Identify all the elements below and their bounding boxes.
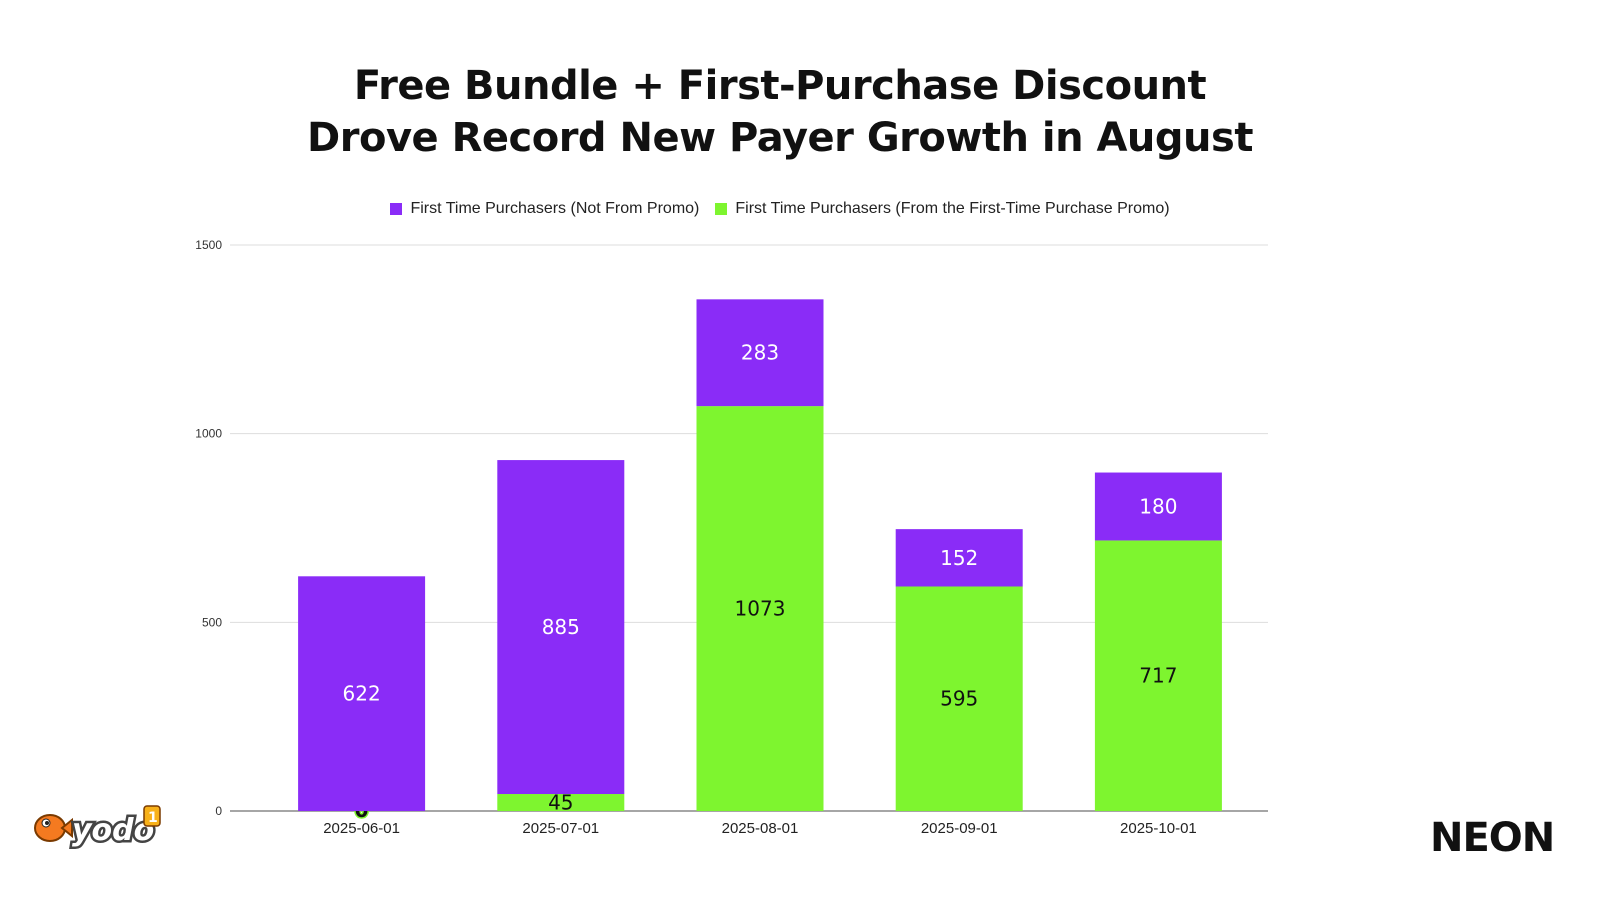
y-tick-label: 1500 [195, 238, 222, 252]
legend-item-from-promo: First Time Purchasers (From the First-Ti… [715, 200, 1170, 218]
data-label-not-from-promo: 283 [741, 341, 779, 365]
legend-swatch-not-from-promo [390, 203, 403, 215]
bar-from-promo [1094, 540, 1222, 811]
bar-not-from-promo [895, 529, 1023, 587]
neon-logo: NEON [1430, 815, 1555, 860]
bar-not-from-promo [298, 576, 426, 811]
x-tick-label: 2025-08-01 [722, 820, 799, 837]
data-label-from-promo: 45 [548, 791, 573, 815]
y-tick-label: 500 [202, 615, 222, 629]
data-label-from-promo: 1073 [735, 597, 786, 621]
data-label-not-from-promo: 152 [940, 546, 978, 570]
data-label-not-from-promo: 885 [542, 615, 580, 639]
x-tick-label: 2025-07-01 [522, 820, 599, 837]
bar-from-promo [497, 794, 625, 811]
svg-text:yodo: yodo [72, 813, 154, 848]
chart-legend: First Time Purchasers (Not From Promo) F… [0, 200, 1560, 218]
x-tick-label: 2025-09-01 [921, 820, 998, 837]
bar-not-from-promo [696, 299, 824, 407]
x-tick-label: 2025-06-01 [323, 820, 400, 837]
data-label-from-promo: 717 [1139, 664, 1177, 688]
x-tick-label: 2025-10-01 [1120, 820, 1197, 837]
bar-from-promo [696, 406, 824, 811]
chart-title-line-1: Free Bundle + First-Purchase Discount [353, 63, 1207, 109]
bar-not-from-promo [497, 460, 625, 795]
chart-title: Free Bundle + First-Purchase Discount Dr… [0, 60, 1560, 164]
y-tick-label: 1000 [195, 427, 222, 441]
data-label-not-from-promo: 622 [343, 682, 381, 706]
bar-from-promo [895, 586, 1023, 811]
y-tick-label: 0 [215, 804, 222, 818]
bar-not-from-promo [1094, 472, 1222, 541]
data-label-not-from-promo: 180 [1139, 494, 1177, 518]
yodo1-logo: yodo 1 [34, 805, 161, 851]
legend-item-not-from-promo: First Time Purchasers (Not From Promo) [390, 200, 699, 218]
legend-label-not-from-promo: First Time Purchasers (Not From Promo) [410, 200, 700, 217]
chart-title-line-2: Drove Record New Payer Growth in August [307, 115, 1253, 161]
legend-label-from-promo: First Time Purchasers (From the First-Ti… [735, 200, 1170, 217]
data-label-from-promo: 595 [940, 687, 978, 711]
svg-text:1: 1 [148, 810, 158, 826]
legend-swatch-from-promo [715, 203, 728, 215]
svg-text:NEON: NEON [1430, 815, 1554, 860]
